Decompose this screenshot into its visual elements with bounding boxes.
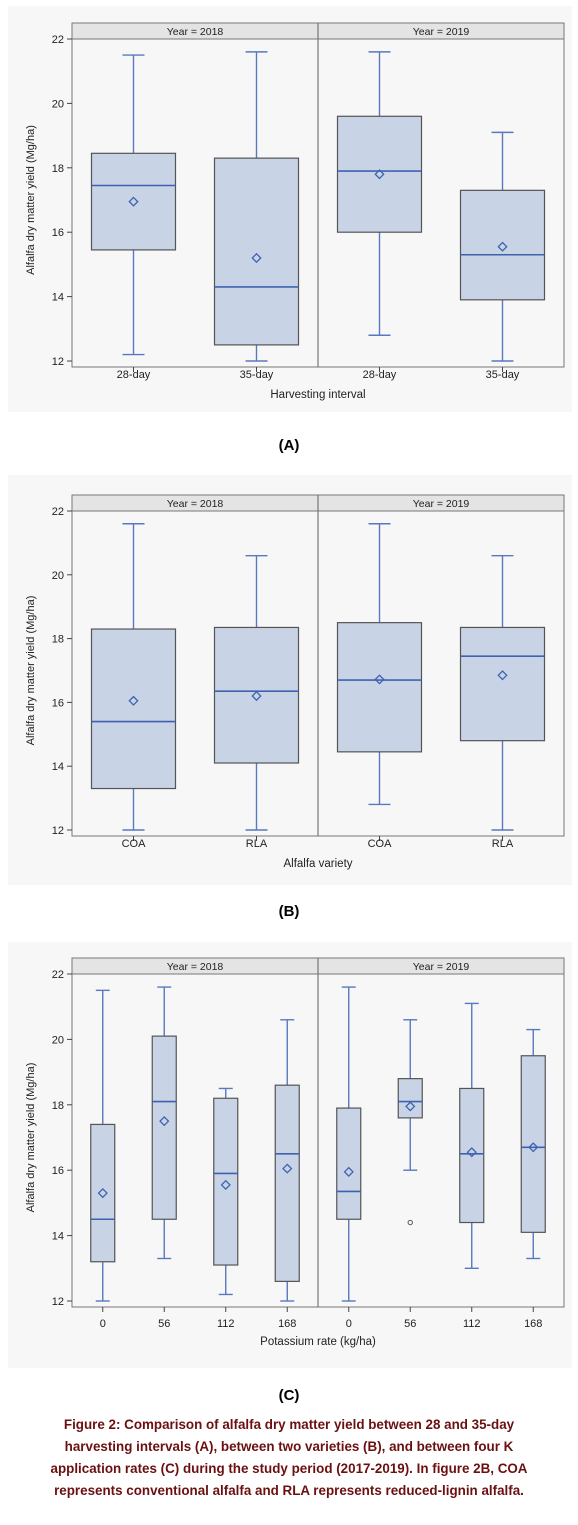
mean-marker bbox=[528, 1142, 539, 1153]
mean-marker bbox=[97, 1187, 108, 1199]
y-tick-label: 16 bbox=[52, 1165, 64, 1177]
iqr-box bbox=[90, 628, 177, 790]
facet-label: Year = 2019 bbox=[413, 26, 470, 38]
mean-marker bbox=[374, 169, 385, 180]
x-tick-label: 0 bbox=[346, 1318, 352, 1330]
iqr-box bbox=[459, 626, 546, 742]
mean-marker bbox=[405, 1101, 416, 1112]
x-tick-label: 0 bbox=[100, 1318, 106, 1330]
mean-marker bbox=[343, 1166, 354, 1177]
x-tick-label: 168 bbox=[278, 1318, 296, 1330]
iqr-box bbox=[90, 152, 177, 251]
y-tick-label: 14 bbox=[52, 292, 64, 304]
facet-label: Year = 2018 bbox=[167, 26, 224, 38]
mean-marker bbox=[497, 670, 508, 681]
mean-marker bbox=[128, 695, 139, 706]
mean-marker bbox=[128, 196, 139, 207]
figure-caption: Figure 2: Comparison of alfalfa dry matt… bbox=[6, 1414, 572, 1502]
x-tick-label: 28-day bbox=[117, 369, 151, 381]
y-axis-label: Alfalfa dry matter yield (Mg/ha) bbox=[25, 125, 37, 275]
mean-marker bbox=[251, 690, 262, 702]
facet-label: Year = 2019 bbox=[413, 498, 470, 510]
caption-line: application rates (C) during the study p… bbox=[50, 1461, 528, 1476]
iqr-box bbox=[90, 1123, 116, 1263]
iqr-box bbox=[213, 157, 300, 346]
iqr-box bbox=[397, 1078, 423, 1119]
iqr-box bbox=[151, 1035, 177, 1220]
iqr-box bbox=[459, 189, 546, 301]
y-axis-label: Alfalfa dry matter yield (Mg/ha) bbox=[25, 1063, 37, 1213]
x-tick-label: 112 bbox=[217, 1318, 235, 1330]
y-tick-label: 14 bbox=[52, 761, 64, 773]
iqr-box bbox=[336, 622, 423, 753]
iqr-box bbox=[213, 626, 300, 764]
x-tick-label: 35-day bbox=[240, 369, 274, 381]
panel-a: Year = 2018 Year = 2019 12 14 16 18 20 22 Alfalf… bbox=[8, 6, 572, 412]
x-tick-label: 35-day bbox=[486, 369, 520, 381]
caption-line: Figure 2: Comparison of alfalfa dry matt… bbox=[63, 1417, 515, 1432]
panel-c-tag: (C) bbox=[278, 1387, 300, 1404]
facet-label: Year = 2018 bbox=[167, 961, 224, 973]
x-tick-label: COA bbox=[122, 838, 147, 850]
iqr-box bbox=[274, 1084, 300, 1282]
y-tick-label: 12 bbox=[52, 356, 64, 368]
y-axis-label: Alfalfa dry matter yield (Mg/ha) bbox=[25, 596, 37, 746]
facet-label: Year = 2018 bbox=[167, 498, 224, 510]
x-tick-label: 168 bbox=[524, 1318, 542, 1330]
panel-a-tag: (A) bbox=[278, 437, 300, 454]
box-plot-harvesting-interval: Year = 2018 Year = 2019 12 14 16 18 20 22 Alfalf… bbox=[25, 22, 565, 401]
iqr-box bbox=[213, 1097, 239, 1266]
x-tick-label: 56 bbox=[158, 1318, 170, 1330]
y-tick-label: 22 bbox=[52, 34, 64, 46]
x-tick-label: 28-day bbox=[363, 369, 397, 381]
y-tick-label: 22 bbox=[52, 969, 64, 981]
caption-line: represents conventional alfalfa and RLA … bbox=[54, 1483, 524, 1498]
mean-marker bbox=[466, 1147, 477, 1158]
x-tick-label: RLA bbox=[246, 838, 268, 850]
y-tick-label: 18 bbox=[52, 634, 64, 646]
mean-marker bbox=[374, 674, 385, 685]
iqr-box bbox=[336, 115, 423, 233]
y-tick-label: 16 bbox=[52, 697, 64, 709]
y-tick-label: 16 bbox=[52, 227, 64, 239]
x-axis-label: Potassium rate (kg/ha) bbox=[260, 1336, 376, 1348]
y-tick-label: 12 bbox=[52, 1296, 64, 1308]
mean-marker bbox=[282, 1163, 293, 1174]
iqr-box bbox=[459, 1087, 485, 1224]
mean-marker bbox=[159, 1116, 170, 1127]
y-tick-label: 20 bbox=[52, 1034, 64, 1046]
x-tick-label: 112 bbox=[463, 1318, 481, 1330]
mean-marker bbox=[497, 241, 508, 252]
box-plot-alfalfa-variety: Year = 2018 Year = 2019 12 14 16 18 20 22 Alfalf… bbox=[25, 494, 565, 870]
y-tick-label: 14 bbox=[52, 1231, 64, 1243]
panel-b-tag: (B) bbox=[278, 903, 300, 920]
panel-c: Year = 2018 Year = 2019 12 14 16 18 20 22 Alfalf… bbox=[8, 942, 572, 1368]
mean-marker bbox=[251, 252, 262, 264]
y-tick-label: 12 bbox=[52, 825, 64, 837]
iqr-box bbox=[520, 1055, 546, 1233]
y-tick-label: 20 bbox=[52, 98, 64, 110]
mean-marker bbox=[220, 1179, 231, 1191]
x-tick-label: 56 bbox=[404, 1318, 416, 1330]
x-tick-label: RLA bbox=[492, 838, 514, 850]
facet-label: Year = 2019 bbox=[413, 961, 470, 973]
y-tick-label: 22 bbox=[52, 506, 64, 518]
x-axis-label: Alfalfa variety bbox=[283, 858, 352, 870]
y-tick-label: 18 bbox=[52, 163, 64, 175]
box-plot-potassium-rate: Year = 2018 Year = 2019 12 14 16 18 20 22 Alfalf… bbox=[25, 957, 565, 1348]
x-axis-label: Harvesting interval bbox=[270, 389, 365, 401]
y-tick-label: 20 bbox=[52, 570, 64, 582]
iqr-box bbox=[336, 1107, 362, 1220]
panel-b: Year = 2018 Year = 2019 12 14 16 18 20 22 Alfalf… bbox=[8, 475, 572, 885]
y-tick-label: 18 bbox=[52, 1100, 64, 1112]
x-tick-label: COA bbox=[368, 838, 393, 850]
caption-line: harvesting intervals (A), between two va… bbox=[64, 1439, 514, 1454]
outlier-point bbox=[407, 1219, 413, 1226]
